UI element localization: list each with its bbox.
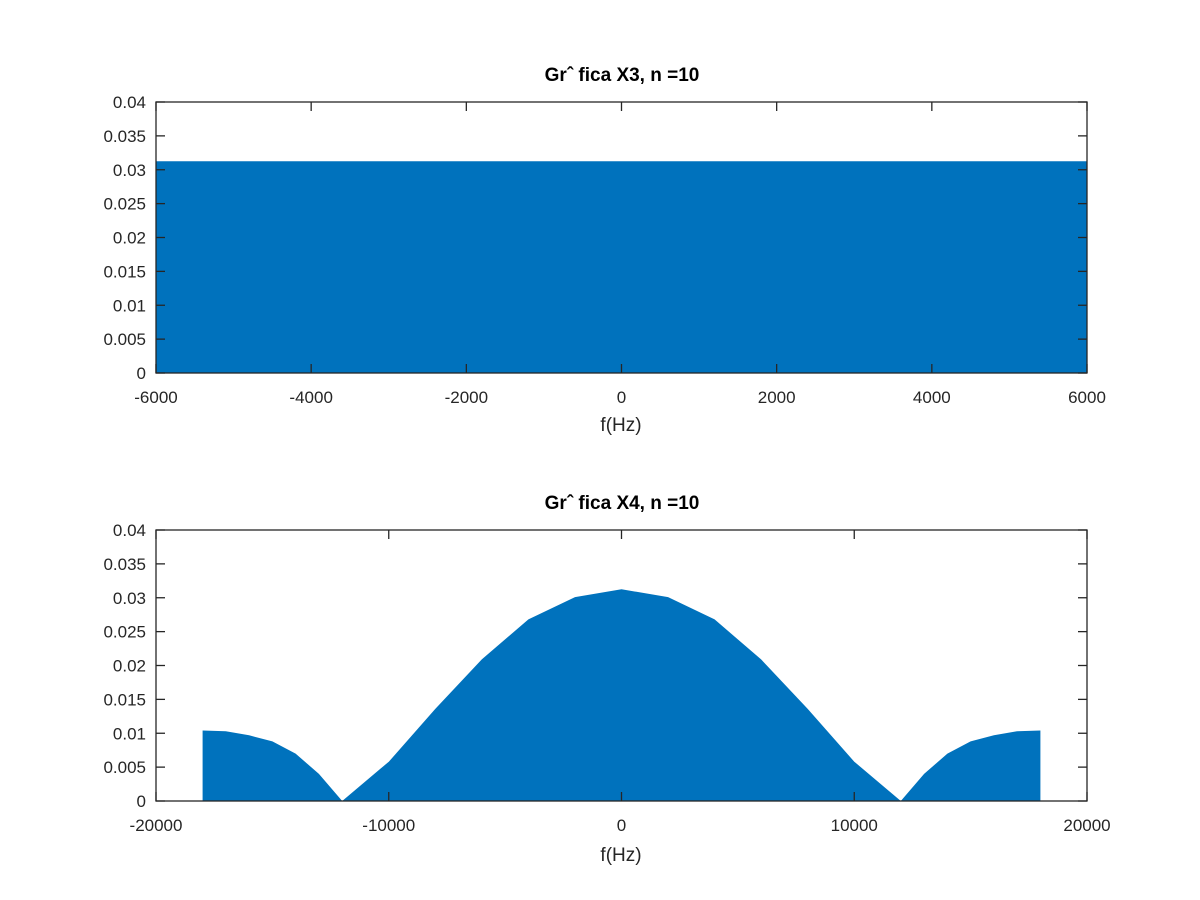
y-tick-label: 0.015 [103, 262, 146, 281]
y-tick-label: 0.03 [113, 161, 146, 180]
y-tick-label: 0 [137, 792, 146, 811]
chart-title: Grˆ fica X4, n =10 [545, 493, 700, 514]
y-tick-labels: 0 0.005 0.01 0.015 0.02 0.025 0.03 0.035 0.04 [103, 521, 146, 811]
x-tick-label: -10000 [362, 816, 415, 835]
x-tick-label: 4000 [913, 388, 951, 407]
x-tick-label: -4000 [289, 388, 332, 407]
y-tick-label: 0.015 [103, 690, 146, 709]
tick-marks [155, 101, 1088, 374]
tick-marks [155, 529, 1088, 802]
y-tick-label: 0.005 [103, 330, 146, 349]
x-tick-labels: -6000 -4000 -2000 0 2000 4000 6000 [134, 388, 1106, 407]
x-tick-label: -2000 [445, 388, 488, 407]
x-tick-label: 0 [617, 388, 626, 407]
spectrum-area [156, 161, 1087, 373]
y-tick-label: 0.02 [113, 229, 146, 248]
y-tick-label: 0.035 [103, 127, 146, 146]
subplot-x3: Grˆ fica X3, n =10 -6000 -4000 -2000 0 2000 4… [103, 65, 1105, 436]
x-axis-label: f(Hz) [600, 845, 641, 866]
x-tick-label: -20000 [130, 816, 183, 835]
y-tick-label: 0.04 [113, 521, 146, 540]
y-tick-label: 0.035 [103, 555, 146, 574]
y-tick-label: 0.01 [113, 296, 146, 315]
x-tick-labels: -20000 -10000 0 10000 20000 [130, 816, 1111, 835]
subplot-x4: Grˆ fica X4, n =10 -20000 -10000 0 10000 200… [103, 493, 1110, 866]
y-tick-label: 0 [137, 364, 146, 383]
y-tick-label: 0.025 [103, 195, 146, 214]
y-tick-label: 0.01 [113, 724, 146, 743]
x-tick-label: 2000 [758, 388, 796, 407]
y-tick-label: 0.025 [103, 623, 146, 642]
x-tick-label: 6000 [1068, 388, 1106, 407]
y-tick-label: 0.02 [113, 657, 146, 676]
y-tick-label: 0.03 [113, 589, 146, 608]
y-tick-label: 0.005 [103, 758, 146, 777]
x-tick-label: 20000 [1063, 816, 1110, 835]
x-tick-label: -6000 [134, 388, 177, 407]
x-tick-label: 0 [617, 816, 626, 835]
x-tick-label: 10000 [831, 816, 878, 835]
y-tick-labels: 0 0.005 0.01 0.015 0.02 0.025 0.03 0.035 0.04 [103, 93, 146, 383]
x-axis-label: f(Hz) [600, 415, 641, 436]
y-tick-label: 0.04 [113, 93, 146, 112]
spectrum-area [202, 589, 1041, 801]
chart-title: Grˆ fica X3, n =10 [545, 65, 700, 86]
